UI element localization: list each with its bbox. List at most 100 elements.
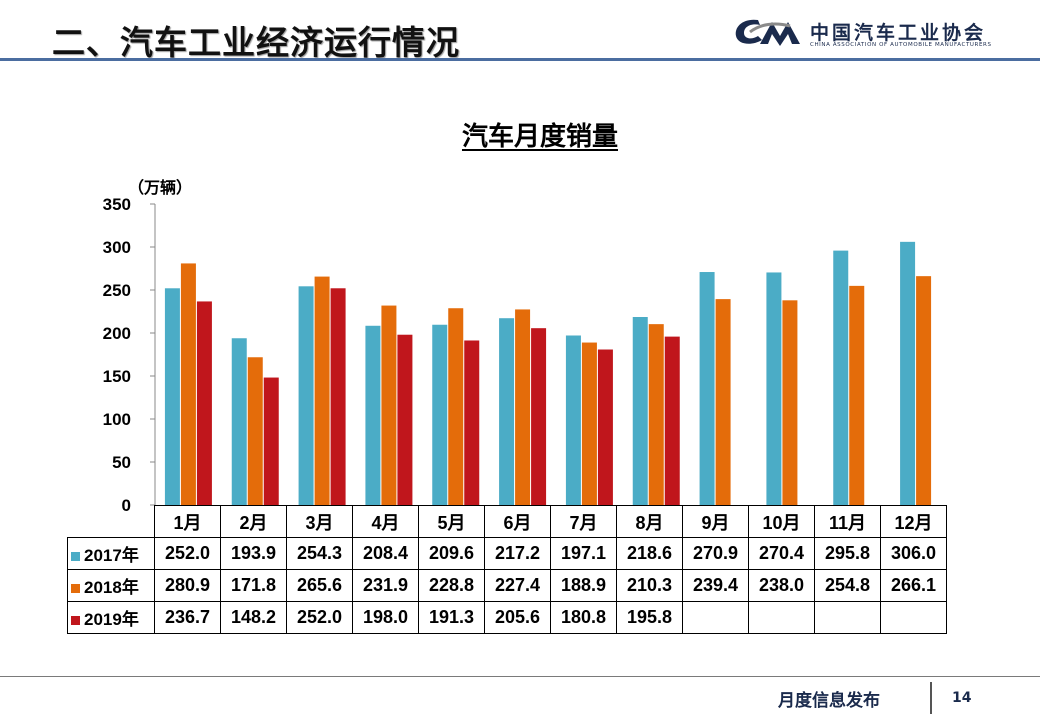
data-value-cell: 236.7 xyxy=(154,601,221,634)
table-row: 2018年 280.9 171.8 265.6 231.9 228.8 227.4 188.9… xyxy=(67,569,947,602)
table-row: 2019年 236.7 148.2 252.0 198.0 191.3 205.6 180.8… xyxy=(67,601,947,634)
bar xyxy=(180,263,196,505)
data-value-cell: 227.4 xyxy=(484,569,551,602)
bar xyxy=(164,288,180,505)
data-value-cell: 254.3 xyxy=(286,537,353,570)
bar xyxy=(314,276,330,505)
x-category-label: 12月 xyxy=(880,505,947,538)
x-category-label: 10月 xyxy=(748,505,815,538)
data-value-cell: 198.0 xyxy=(352,601,419,634)
data-value-cell xyxy=(682,601,749,634)
bar xyxy=(196,301,212,505)
data-value-cell: 195.8 xyxy=(616,601,683,634)
x-category-label: 3月 xyxy=(286,505,353,538)
data-value-cell: 217.2 xyxy=(484,537,551,570)
data-value-cell: 231.9 xyxy=(352,569,419,602)
data-value-cell: 193.9 xyxy=(220,537,287,570)
data-value-cell: 197.1 xyxy=(550,537,617,570)
data-value-cell: 228.8 xyxy=(418,569,485,602)
bar xyxy=(916,276,932,505)
data-value-cell: 266.1 xyxy=(880,569,947,602)
bar xyxy=(381,305,397,505)
bar xyxy=(464,340,480,505)
data-value-cell: 188.9 xyxy=(550,569,617,602)
data-value-cell xyxy=(748,601,815,634)
data-value-cell xyxy=(814,601,881,634)
data-value-cell: 280.9 xyxy=(154,569,221,602)
logo-text-en: CHINA ASSOCIATION OF AUTOMOBILE MANUFACT… xyxy=(810,42,992,48)
bar xyxy=(330,288,346,505)
header-divider xyxy=(0,58,1040,61)
caam-logo-icon xyxy=(735,19,800,46)
bar xyxy=(432,324,448,505)
data-value-cell: 210.3 xyxy=(616,569,683,602)
data-value-cell: 270.4 xyxy=(748,537,815,570)
data-table: 1月 2月 3月 4月 5月 6月 7月 8月 9月 10月 11月 12月 2017年 252.0 193… xyxy=(67,505,947,634)
bar xyxy=(715,299,731,505)
bar xyxy=(515,309,531,505)
data-value-cell: 252.0 xyxy=(154,537,221,570)
bar xyxy=(565,335,581,505)
data-value-cell xyxy=(880,601,947,634)
bar xyxy=(664,336,680,505)
bar xyxy=(766,272,782,505)
table-row: 2017年 252.0 193.9 254.3 208.4 209.6 217.2 197.1… xyxy=(67,537,947,570)
x-category-label: 7月 xyxy=(550,505,617,538)
data-value-cell: 306.0 xyxy=(880,537,947,570)
data-value-cell: 191.3 xyxy=(418,601,485,634)
footer-separator xyxy=(930,682,932,714)
data-value-cell: 295.8 xyxy=(814,537,881,570)
page-number: 14 xyxy=(952,690,972,706)
bar xyxy=(298,286,314,505)
x-category-label: 4月 xyxy=(352,505,419,538)
bar xyxy=(648,324,664,505)
y-tick-label: 0 xyxy=(122,496,131,515)
data-value-cell: 254.8 xyxy=(814,569,881,602)
y-tick-label: 300 xyxy=(103,238,131,257)
y-tick-label: 100 xyxy=(103,410,131,429)
legend-label: 2018年 xyxy=(84,578,139,597)
data-value-cell: 238.0 xyxy=(748,569,815,602)
bar xyxy=(531,328,547,505)
caam-logo: 中国汽车工业协会 CHINA ASSOCIATION OF AUTOMOBILE… xyxy=(730,14,1030,54)
data-value-cell: 265.6 xyxy=(286,569,353,602)
bar xyxy=(597,349,613,505)
bar xyxy=(699,272,715,505)
bar xyxy=(263,377,279,505)
y-tick-label: 200 xyxy=(103,324,131,343)
bar xyxy=(231,338,247,505)
bar xyxy=(581,342,597,505)
x-category-label: 5月 xyxy=(418,505,485,538)
x-category-label: 1月 xyxy=(154,505,221,538)
data-value-cell: 252.0 xyxy=(286,601,353,634)
data-value-cell: 208.4 xyxy=(352,537,419,570)
bar xyxy=(397,334,413,505)
legend-label: 2019年 xyxy=(84,610,139,629)
bar xyxy=(365,325,381,505)
data-value-cell: 270.9 xyxy=(682,537,749,570)
footer-divider xyxy=(0,676,1040,677)
legend-swatch xyxy=(71,552,80,562)
table-header-row: 1月 2月 3月 4月 5月 6月 7月 8月 9月 10月 11月 12月 xyxy=(68,505,947,538)
x-category-label: 9月 xyxy=(682,505,749,538)
x-category-label: 11月 xyxy=(814,505,881,538)
footer-text: 月度信息发布 xyxy=(778,691,880,711)
bar xyxy=(448,308,464,505)
x-category-label: 2月 xyxy=(220,505,287,538)
y-tick-label: 350 xyxy=(103,195,131,214)
legend-label: 2017年 xyxy=(84,546,139,565)
legend-entry: 2017年 xyxy=(67,537,155,570)
bar xyxy=(782,300,798,505)
slide-header: 二、汽车工业经济运行情况 中国汽车工业协会 CHINA ASSOCIATION … xyxy=(0,0,1040,62)
logo-text-cn: 中国汽车工业协会 xyxy=(810,22,987,44)
data-value-cell: 148.2 xyxy=(220,601,287,634)
bar xyxy=(499,318,515,505)
table-corner-cell xyxy=(68,506,155,538)
y-axis-label: （万辆） xyxy=(128,178,192,197)
bar xyxy=(900,241,916,505)
legend-entry: 2019年 xyxy=(67,601,155,634)
data-value-cell: 180.8 xyxy=(550,601,617,634)
bar-chart: （万辆） 0 50 100 150 200 250 300 350 xyxy=(103,178,932,515)
chart-title: 汽车月度销量 xyxy=(461,122,618,152)
data-value-cell: 171.8 xyxy=(220,569,287,602)
